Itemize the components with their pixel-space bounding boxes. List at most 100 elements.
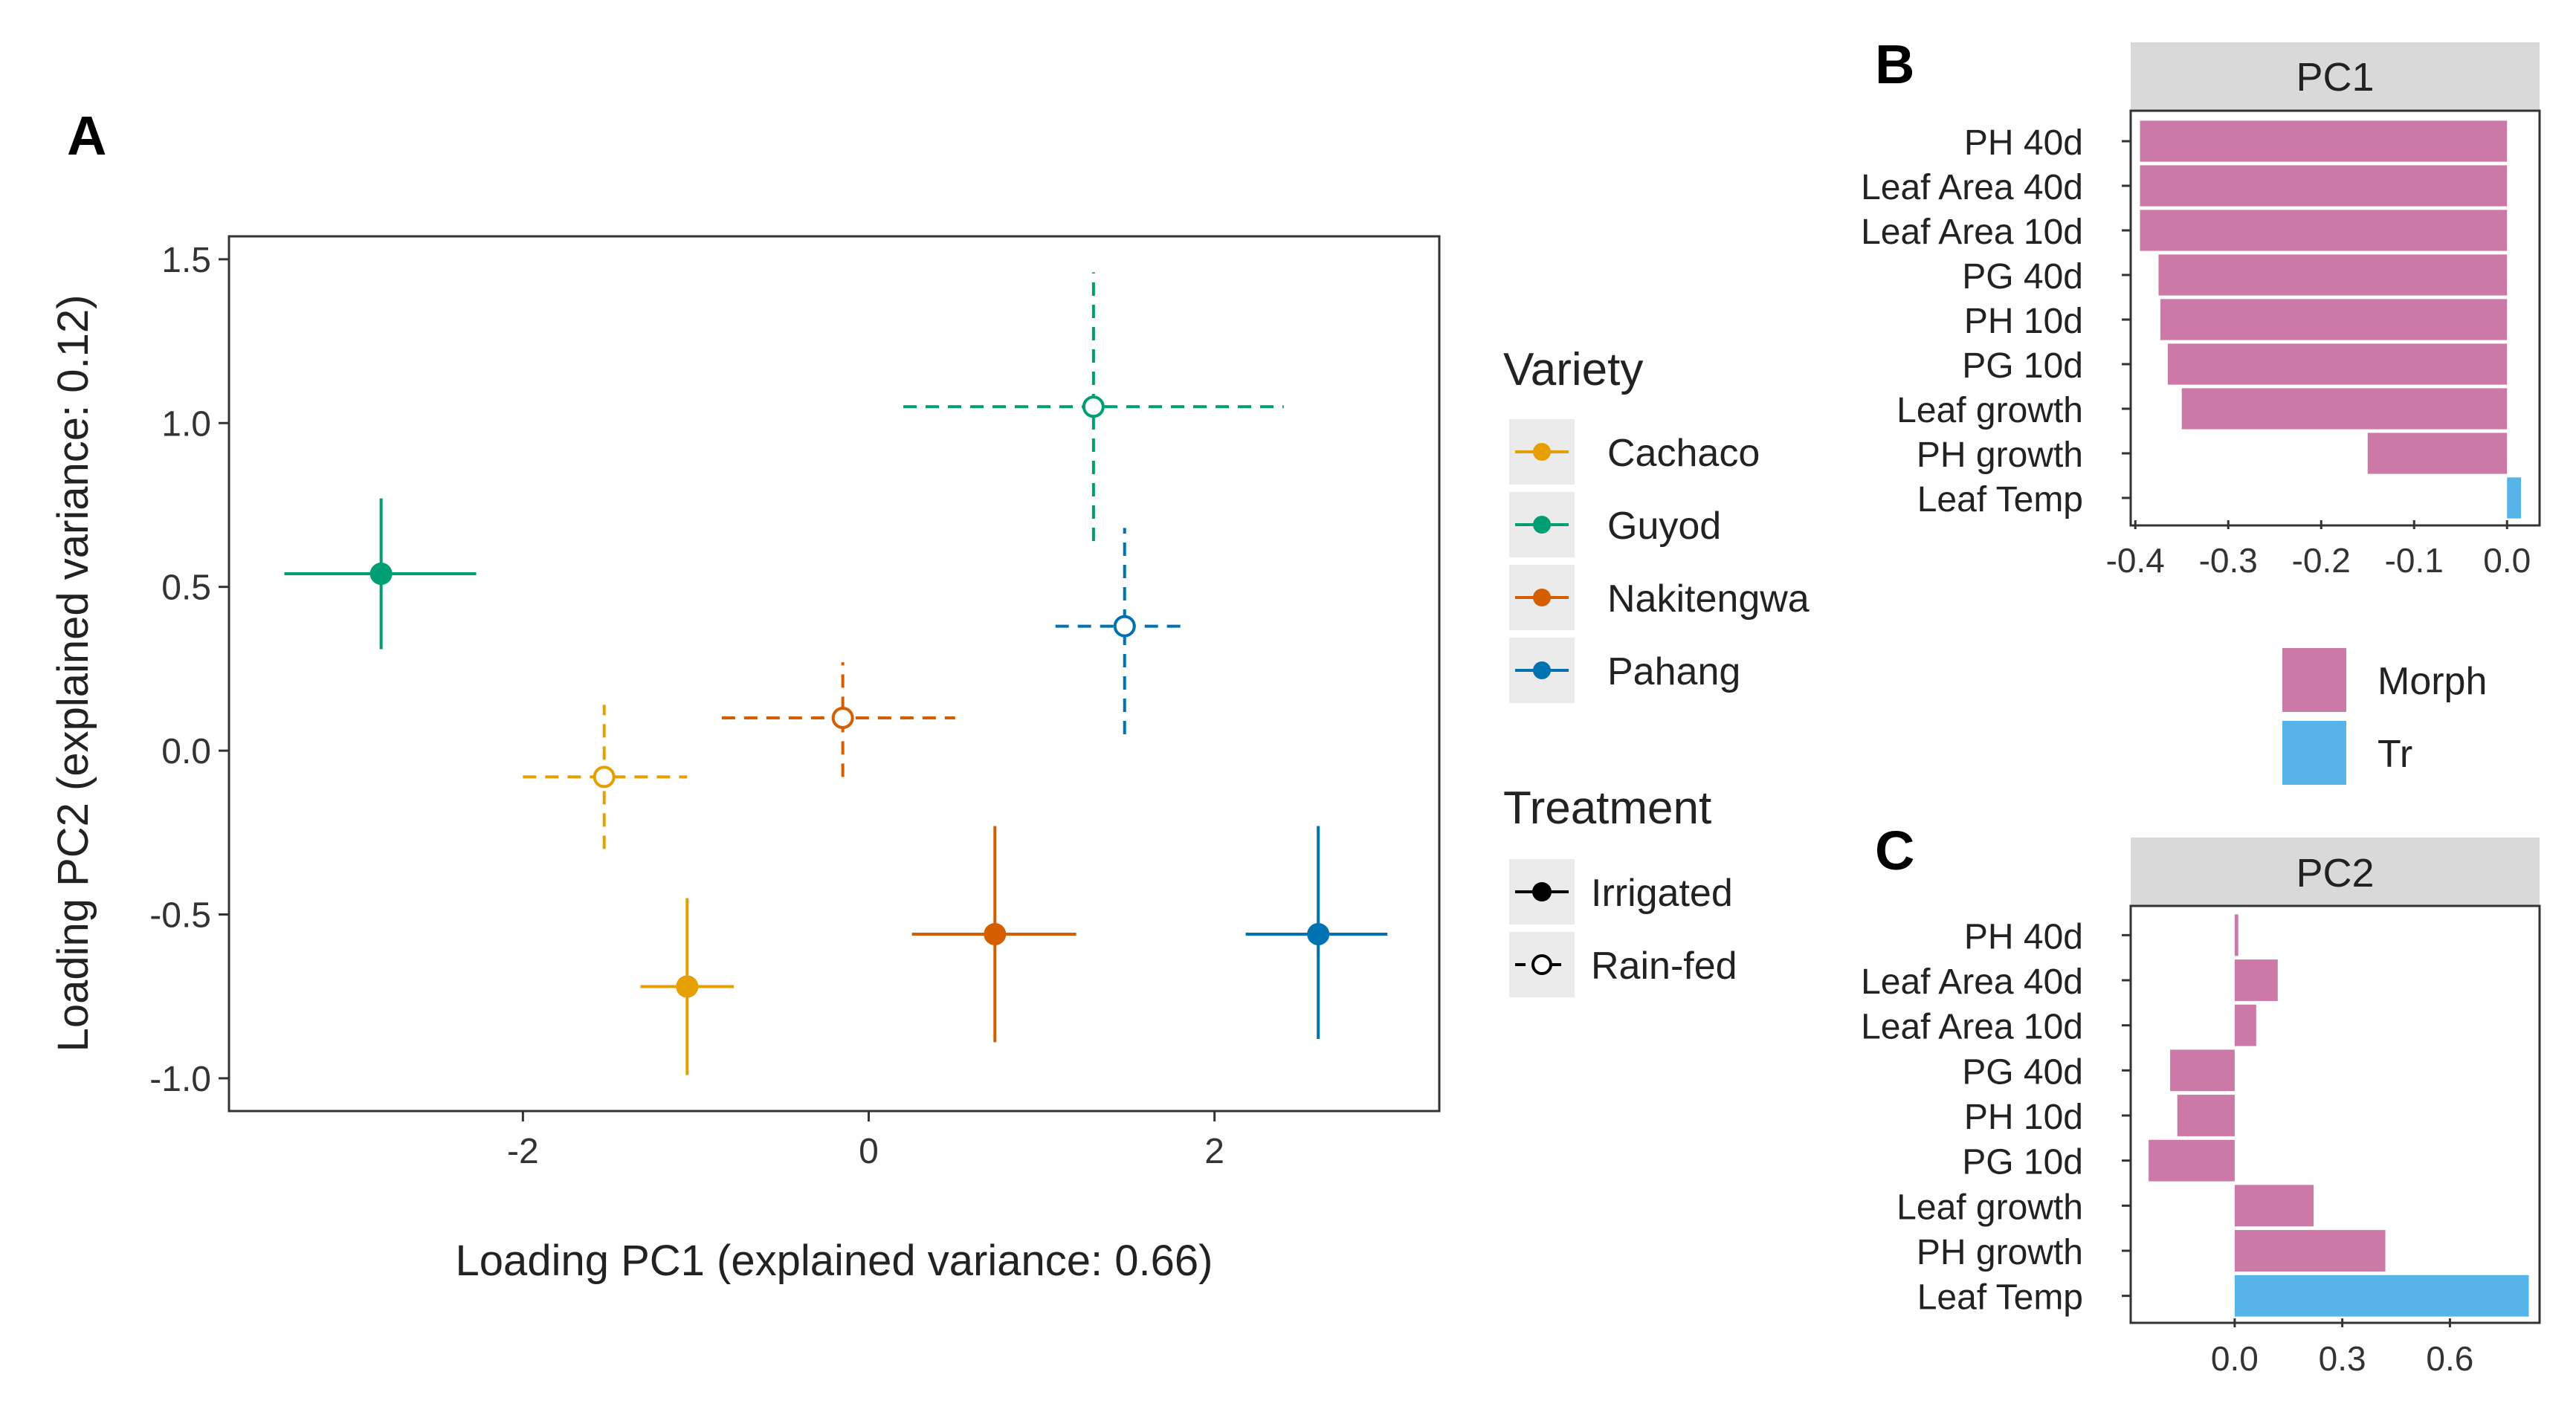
panel-a-x-tick-label: 0 (859, 1132, 879, 1171)
panel-c-category-label: Leaf Area 40d (1861, 962, 2083, 1002)
panel-c-bars (2149, 914, 2529, 1317)
panel-b-category-label: PG 10d (1962, 346, 2083, 386)
point-guyod-rain-fed (903, 272, 1284, 541)
panel-a-y-tick-label: -0.5 (149, 896, 211, 936)
point-pahang-irrigated (1245, 826, 1388, 1040)
point-guyod-irrigated (284, 498, 477, 650)
panel-b-x-tick-label: -0.4 (2106, 541, 2165, 580)
panel-b-bar-leaf-temp (2507, 477, 2521, 519)
panel-b-bar-leaf-area-10d (2140, 210, 2508, 251)
panel-b-category-label: Leaf growth (1897, 391, 2083, 430)
legend-key-marker-pahang (1533, 661, 1551, 679)
panel-label-b: B (1875, 33, 1914, 95)
panel-c-category-labels: PH 40d Leaf Area 40d Leaf Area 10d PG 40d PH… (1861, 917, 2131, 1318)
point-guyod-irrigated-marker (369, 563, 393, 586)
panel-a-x-axis-label: Loading PC1 (explained variance: 0.66) (456, 1237, 1213, 1285)
legend-group-label: Morph (2378, 660, 2487, 703)
point-cachaco-rain-fed (523, 705, 688, 849)
panel-c-x-ticks: 0.0 0.3 0.6 (2211, 1318, 2473, 1378)
legend-key-marker-nakitengwa (1533, 589, 1551, 606)
panel-b-category-label: Leaf Area 40d (1861, 168, 2083, 207)
panel-a-y-tick-label: 1.0 (161, 404, 211, 444)
point-nakitengwa-rain-fed-marker (831, 707, 854, 730)
panel-b-x-tick-label: -0.1 (2385, 541, 2444, 580)
legend-key-morph (2282, 648, 2346, 712)
panel-a-y-tick-label: -1.0 (149, 1060, 211, 1099)
point-cachaco-rain-fed-marker (593, 765, 616, 789)
panel-a: A 1.5 1.0 0.5 0.0 -0.5 -1.0 -2 0 2 Loading PC1 … (49, 105, 1441, 1285)
panel-b-bar-pg-10d (2168, 343, 2508, 385)
panel-a-y-tick-label: 1.5 (161, 241, 211, 280)
legend-variety-keys: Cachaco Guyod Nakitengwa Pahang (1509, 419, 1810, 703)
panel-b-plot-border (2129, 109, 2541, 527)
panel-b-category-label: PG 40d (1962, 257, 2083, 297)
panel-b: B PC1 PH 40d Leaf Area 40d Leaf Area 10d PG… (1861, 33, 2541, 580)
panel-b-bar-ph-growth (2367, 433, 2508, 474)
panel-b-category-label: PH 10d (1964, 302, 2083, 341)
point-nakitengwa-irrigated (911, 826, 1076, 1043)
panel-c-category-label: PH growth (1917, 1233, 2083, 1272)
legend-group-label: Tr (2378, 733, 2412, 776)
point-guyod-rain-fed-marker (1082, 395, 1105, 418)
panel-c-category-label: PG 10d (1962, 1143, 2083, 1182)
panel-c-bar-ph-40d (2234, 914, 2238, 956)
panel-b-bars (2140, 120, 2521, 519)
panel-c-bar-pg-10d (2149, 1139, 2235, 1182)
panel-c-category-label: Leaf Temp (1917, 1278, 2083, 1318)
panel-b-bar-ph-40d (2140, 120, 2508, 162)
panel-b-x-ticks: -0.4 -0.3 -0.2 -0.1 0.0 (2106, 520, 2531, 580)
panel-b-x-tick-label: 0.0 (2483, 541, 2531, 580)
panel-a-points (284, 272, 1388, 1075)
legend-treatment-keys: Irrigated Rain-fed (1509, 859, 1737, 997)
panel-b-category-label: PH 40d (1964, 123, 2083, 163)
point-nakitengwa-irrigated-marker (984, 922, 1007, 945)
panel-b-category-label: Leaf Area 10d (1861, 213, 2083, 252)
panel-label-c: C (1875, 820, 1914, 881)
panel-a-y-tick-label: 0.0 (161, 732, 211, 771)
legend-key-marker-guyod (1533, 516, 1551, 534)
point-nakitengwa-rain-fed (721, 662, 955, 777)
panel-c-bar-leaf-area-40d (2234, 959, 2278, 1001)
panel-label-a: A (67, 105, 106, 166)
panel-c-x-tick-label: 0.6 (2426, 1339, 2473, 1378)
legend-key-marker-irrigated (1532, 882, 1552, 901)
panel-a-x-tick-label: -2 (507, 1132, 539, 1171)
panel-a-plot-border (227, 235, 1441, 1113)
legend-variety-label: Guyod (1607, 505, 1721, 548)
panel-c-strip-title: PC2 (2296, 851, 2374, 896)
panel-c-strip (2131, 838, 2540, 906)
panel-b-bar-leaf-growth (2181, 388, 2508, 430)
panel-c-category-label: PG 40d (1962, 1052, 2083, 1092)
legend-group-keys: Morph Tr (2282, 648, 2487, 785)
legend-variety-label: Pahang (1607, 650, 1740, 693)
panel-b-bar-ph-10d (2160, 299, 2508, 340)
legend-group: Morph Tr (2282, 648, 2487, 785)
panel-c-bar-pg-40d (2170, 1049, 2235, 1092)
panel-b-x-tick-label: -0.3 (2199, 541, 2258, 580)
panel-c-bar-leaf-area-10d (2234, 1004, 2256, 1046)
panel-b-category-labels: PH 40d Leaf Area 40d Leaf Area 10d PG 40d PH… (1861, 123, 2131, 519)
panel-c-x-tick-label: 0.3 (2319, 1339, 2366, 1378)
panel-b-bar-pg-40d (2158, 254, 2508, 296)
panel-c-category-label: PH 40d (1964, 917, 2083, 956)
panel-a-x-ticks: -2 0 2 (507, 1111, 1224, 1171)
panel-c-bar-ph-10d (2177, 1095, 2235, 1136)
panel-c-bar-leaf-growth (2234, 1185, 2314, 1227)
panel-b-strip-title: PC1 (2296, 55, 2374, 100)
point-pahang-rain-fed (1055, 528, 1189, 735)
point-cachaco-irrigated (640, 898, 735, 1075)
point-pahang-rain-fed-marker (1113, 615, 1136, 638)
panel-a-x-tick-label: 2 (1204, 1132, 1224, 1171)
legend-variety-title: Variety (1503, 344, 1643, 395)
panel-b-category-label: PH growth (1917, 435, 2083, 475)
panel-b-category-label: Leaf Temp (1917, 480, 2083, 519)
panel-c: C PC2 PH 40d Leaf Area 40d Leaf Area 10d PG… (1861, 820, 2541, 1378)
panel-a-y-tick-label: 0.5 (161, 569, 211, 608)
legend-variety-label: Cachaco (1607, 432, 1760, 475)
panel-b-x-tick-label: -0.2 (2292, 541, 2351, 580)
panel-b-strip (2131, 42, 2540, 111)
panel-c-category-label: PH 10d (1964, 1098, 2083, 1137)
legend-key-marker-cachaco (1533, 443, 1551, 461)
panel-c-bar-leaf-temp (2234, 1275, 2529, 1317)
panel-c-bar-ph-growth (2234, 1230, 2386, 1272)
